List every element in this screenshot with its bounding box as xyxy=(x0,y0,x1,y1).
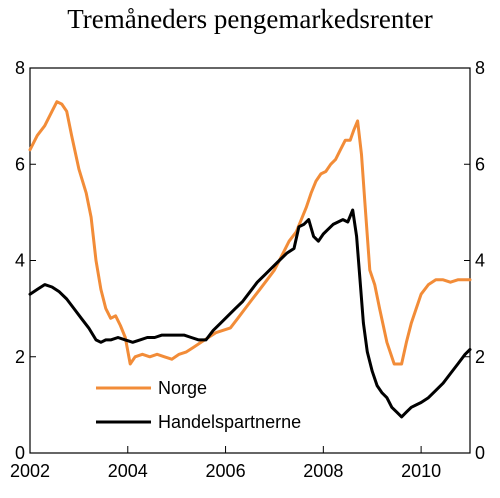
axis-ticks: 0 0 2 2 4 4 6 6 8 8 2002 2004 2006 2008 2010 xyxy=(10,58,485,481)
y-tick-label-right: 6 xyxy=(475,154,485,174)
y-tick-label-left: 0 xyxy=(15,443,25,463)
chart-title: Tremåneders pengemarkedsrenter xyxy=(67,4,433,34)
y-tick-label-right: 0 xyxy=(475,443,485,463)
y-tick-label-right: 8 xyxy=(475,58,485,78)
x-tick-label: 2008 xyxy=(303,461,343,481)
y-tick-label-right: 2 xyxy=(475,347,485,367)
y-tick-label-left: 4 xyxy=(15,251,25,271)
y-tick-label-left: 2 xyxy=(15,347,25,367)
x-tick-label: 2010 xyxy=(401,461,441,481)
y-tick-label-left: 8 xyxy=(15,58,25,78)
series-line-norge xyxy=(28,100,472,366)
x-tick-label: 2004 xyxy=(108,461,148,481)
legend-label-norge: Norge xyxy=(158,378,207,398)
x-tick-label: 2002 xyxy=(10,461,50,481)
y-tick-label-right: 4 xyxy=(475,251,485,271)
legend: Norge Handelspartnerne xyxy=(96,378,301,432)
x-tick-label: 2006 xyxy=(206,461,246,481)
series-lines xyxy=(28,100,472,419)
series-line-handelspartnerne xyxy=(28,208,472,419)
legend-label-handelspartnerne: Handelspartnerne xyxy=(158,412,301,432)
y-tick-label-left: 6 xyxy=(15,154,25,174)
